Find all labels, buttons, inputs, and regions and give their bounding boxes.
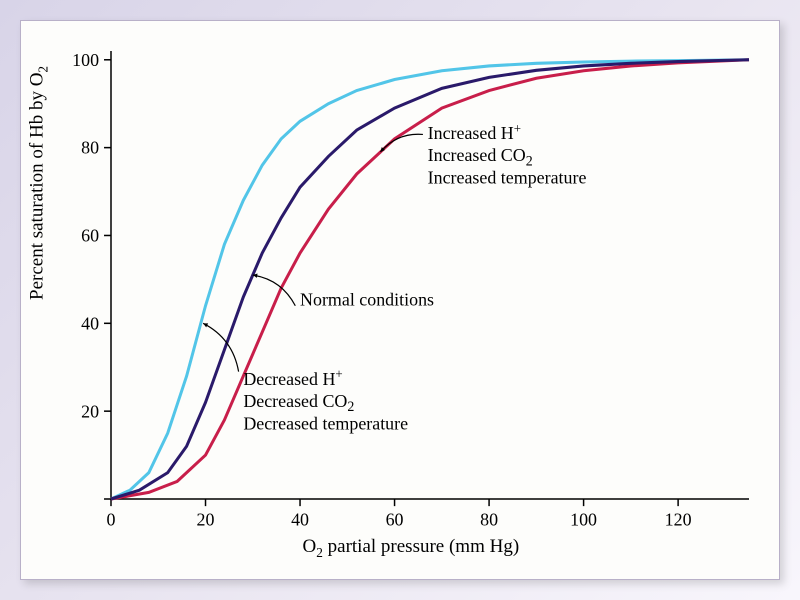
y-axis-label: Percent saturation of Hb by O2 xyxy=(27,66,52,300)
x-tick-label: 80 xyxy=(480,509,498,529)
x-tick-label: 120 xyxy=(665,509,692,529)
chart-svg: 02040608010012020406080100Decreased H+De… xyxy=(111,51,749,499)
y-tick-label: 20 xyxy=(81,401,99,421)
xlabel-rest: partial pressure (mm Hg) xyxy=(323,536,519,557)
svg-text:Decreased H+: Decreased H+ xyxy=(243,367,342,389)
svg-text:Decreased temperature: Decreased temperature xyxy=(243,413,408,433)
svg-text:Decreased CO2: Decreased CO2 xyxy=(243,391,354,415)
x-tick-label: 60 xyxy=(386,509,404,529)
ylabel-text: Percent saturation of Hb by O xyxy=(27,73,48,300)
svg-text:Increased temperature: Increased temperature xyxy=(428,167,587,187)
xlabel-o: O xyxy=(302,536,316,557)
chart-panel: Percent saturation of Hb by O2 O2 partia… xyxy=(20,20,780,580)
x-tick-label: 40 xyxy=(291,509,309,529)
y-tick-label: 60 xyxy=(81,225,99,245)
x-axis-label: O2 partial pressure (mm Hg) xyxy=(302,536,519,561)
ylabel-sub: 2 xyxy=(35,66,50,73)
svg-text:Increased CO2: Increased CO2 xyxy=(428,145,533,169)
x-tick-label: 100 xyxy=(570,509,597,529)
annotation-increased: Increased H+Increased CO2Increased tempe… xyxy=(380,121,586,188)
annotation-decreased: Decreased H+Decreased CO2Decreased tempe… xyxy=(203,323,408,433)
y-tick-label: 100 xyxy=(72,50,99,70)
x-tick-label: 0 xyxy=(107,509,116,529)
x-tick-label: 20 xyxy=(197,509,215,529)
pointer-decreased xyxy=(203,323,238,371)
svg-text:Normal conditions: Normal conditions xyxy=(300,290,434,310)
y-tick-label: 40 xyxy=(81,313,99,333)
pointer-increased xyxy=(380,134,423,152)
chart-plot-area: 02040608010012020406080100Decreased H+De… xyxy=(111,51,749,499)
y-tick-label: 80 xyxy=(81,138,99,158)
svg-text:Increased H+: Increased H+ xyxy=(428,121,521,143)
